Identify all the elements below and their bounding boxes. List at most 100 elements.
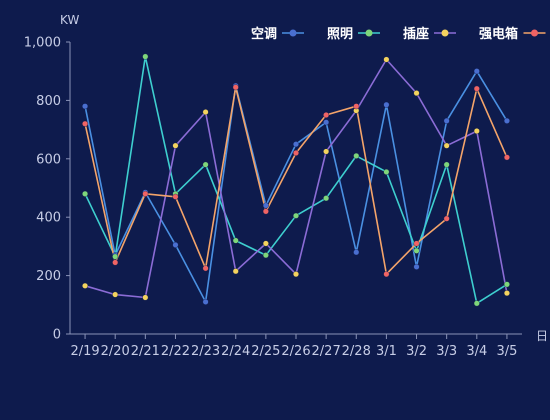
series-4-point[interactable] [413,240,420,247]
series-line-3 [84,58,508,299]
series-3-point[interactable] [503,290,510,297]
series-2-point[interactable] [232,237,239,244]
series-1-point[interactable] [473,68,480,75]
series-1-point[interactable] [172,241,179,248]
legend-dot-swatch [365,29,373,37]
series-3-point[interactable] [443,142,450,149]
x-tick-label: 3/3 [436,344,457,359]
series-4-point[interactable] [503,154,510,161]
series-4-point[interactable] [323,111,330,118]
series-line-2 [84,55,508,305]
series-3-point[interactable] [202,109,209,116]
x-tick-label: 2/22 [161,344,190,359]
series-2-point[interactable] [82,190,89,197]
legend-dot-swatch [441,29,449,37]
series-1-point[interactable] [353,249,360,256]
series-1-point[interactable] [503,117,510,124]
series-1-point[interactable] [323,119,330,126]
x-tick-label: 2/27 [312,344,341,359]
series-line-1 [84,70,508,303]
y-tick-label: 600 [36,152,61,167]
series-4-point[interactable] [262,208,269,215]
series-1-point[interactable] [82,103,89,110]
legend-dot-swatch [289,29,297,37]
series-3-point[interactable] [293,271,300,278]
legend-label: 强电箱 [479,26,518,42]
series-line-4 [84,86,508,275]
x-tick-label: 3/1 [376,344,397,359]
y-ticks: 0 200 400 600 800 1,000 [24,36,70,343]
series-2-point[interactable] [473,300,480,307]
x-tick-label: 3/4 [466,344,487,359]
x-tick-label: 2/21 [131,344,160,359]
legend-label: 空调 [251,26,277,42]
series-1-point[interactable] [383,101,390,108]
series-lines [84,55,508,305]
x-tick-label: 3/2 [406,344,427,359]
series-1-point[interactable] [413,263,420,270]
series-4-point[interactable] [202,265,209,272]
x-ticks: 2/19 2/20 2/21 2/22 2/23 2/24 2/25 2/26 2/27 2/28… [70,334,517,359]
series-2-point[interactable] [112,253,119,260]
y-tick-label: 0 [53,328,61,343]
series-4-point[interactable] [82,120,89,127]
series-4-point[interactable] [293,149,300,156]
series-4-point[interactable] [232,84,239,91]
series-2-point[interactable] [503,281,510,288]
series-3-point[interactable] [112,291,119,298]
series-1-point[interactable] [262,202,269,209]
series-2-point[interactable] [293,212,300,219]
series-4-point[interactable] [172,193,179,200]
series-2-point[interactable] [353,152,360,159]
legend-item-2[interactable]: 照明 [327,27,380,42]
x-tick-label: 2/24 [221,344,250,359]
series-2-point[interactable] [323,195,330,202]
series-3-point[interactable] [473,128,480,135]
y-axis-unit-label: KW [60,13,79,27]
series-1-point[interactable] [202,298,209,305]
series-2-point[interactable] [443,161,450,168]
legend-item-1[interactable]: 空调 [251,26,304,42]
x-tick-label: 2/26 [281,344,310,359]
x-tick-label: 2/19 [70,344,99,359]
series-4-point[interactable] [353,103,360,110]
y-tick-label: 200 [36,269,61,284]
x-tick-label: 3/5 [496,344,517,359]
series-4-point[interactable] [443,215,450,222]
series-3-point[interactable] [142,294,149,301]
x-tick-label: 2/25 [251,344,280,359]
series-3-point[interactable] [262,240,269,247]
series-3-point[interactable] [232,268,239,275]
series-2-point[interactable] [142,53,149,60]
series-3-point[interactable] [383,56,390,63]
series-3-point[interactable] [323,148,330,155]
x-tick-label: 2/20 [101,344,130,359]
legend[interactable]: 空调 照明 插座 强电箱 [251,26,546,42]
series-2-point[interactable] [413,247,420,254]
series-4-point[interactable] [383,271,390,278]
series-4-point[interactable] [473,85,480,92]
legend-item-3[interactable]: 插座 [403,26,456,42]
series-3-point[interactable] [172,142,179,149]
legend-item-4[interactable]: 强电箱 [479,26,546,42]
x-axis-unit-label: 日 [536,329,548,343]
legend-label: 照明 [327,27,353,42]
series-1-point[interactable] [443,117,450,124]
series-2-point[interactable] [383,168,390,175]
series-1-point[interactable] [293,141,300,148]
series-3-point[interactable] [413,90,420,97]
x-tick-label: 2/28 [342,344,371,359]
series-points [82,53,510,307]
legend-label: 插座 [403,26,429,42]
y-tick-label: 400 [36,211,61,226]
series-4-point[interactable] [142,190,149,197]
series-4-point[interactable] [112,259,119,266]
series-2-point[interactable] [202,161,209,168]
x-tick-label: 2/23 [191,344,220,359]
series-2-point[interactable] [262,252,269,259]
y-tick-label: 800 [36,94,61,109]
series-3-point[interactable] [82,282,89,289]
legend-dot-swatch [531,29,538,37]
